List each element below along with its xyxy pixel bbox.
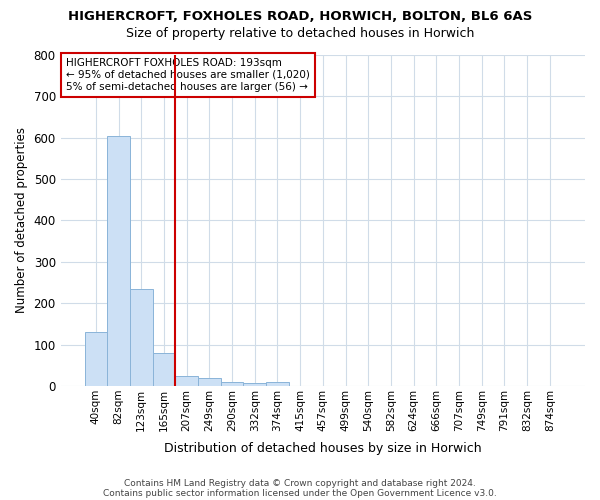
Text: Contains public sector information licensed under the Open Government Licence v3: Contains public sector information licen… xyxy=(103,488,497,498)
Bar xyxy=(221,382,244,386)
Text: HIGHERCROFT, FOXHOLES ROAD, HORWICH, BOLTON, BL6 6AS: HIGHERCROFT, FOXHOLES ROAD, HORWICH, BOL… xyxy=(68,10,532,23)
Text: HIGHERCROFT FOXHOLES ROAD: 193sqm
← 95% of detached houses are smaller (1,020)
5: HIGHERCROFT FOXHOLES ROAD: 193sqm ← 95% … xyxy=(66,58,310,92)
Bar xyxy=(244,383,266,386)
Bar xyxy=(85,332,107,386)
Bar xyxy=(175,376,198,386)
Bar xyxy=(266,382,289,386)
Bar xyxy=(107,136,130,386)
Text: Size of property relative to detached houses in Horwich: Size of property relative to detached ho… xyxy=(126,28,474,40)
X-axis label: Distribution of detached houses by size in Horwich: Distribution of detached houses by size … xyxy=(164,442,482,455)
Bar xyxy=(198,378,221,386)
Bar xyxy=(152,353,175,386)
Text: Contains HM Land Registry data © Crown copyright and database right 2024.: Contains HM Land Registry data © Crown c… xyxy=(124,478,476,488)
Y-axis label: Number of detached properties: Number of detached properties xyxy=(15,128,28,314)
Bar xyxy=(130,289,152,386)
